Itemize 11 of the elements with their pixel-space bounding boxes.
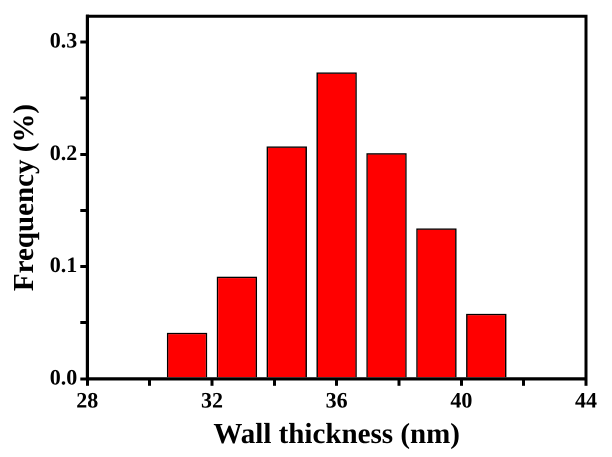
x-tick-label: 40 [450, 388, 472, 413]
x-tick-label: 44 [575, 388, 597, 413]
y-tick-label: 0.0 [50, 364, 78, 390]
y-axis-title: Frequency (%) [8, 104, 40, 292]
x-tick-label: 28 [76, 388, 98, 413]
x-tick-label: 32 [200, 388, 223, 413]
y-tick-label: 0.1 [50, 252, 78, 278]
x-tick-label: 36 [326, 388, 348, 413]
y-tick-label: 0.2 [50, 140, 78, 165]
y-tick-label: 0.3 [50, 28, 78, 53]
x-axis-title: Wall thickness (nm) [213, 418, 460, 450]
